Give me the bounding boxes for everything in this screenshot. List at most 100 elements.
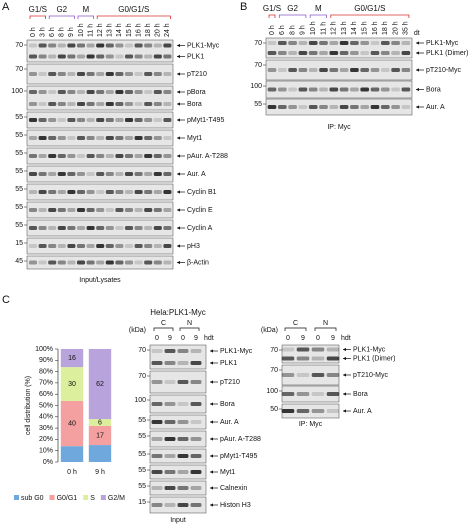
band [339, 41, 349, 45]
bar-segment [60, 446, 84, 462]
bar-segment [60, 400, 84, 447]
band [281, 347, 295, 352]
y-tick-label: 10% [39, 448, 53, 455]
band [144, 226, 153, 230]
band [298, 51, 308, 55]
kda-marker: 55 [138, 433, 146, 440]
band [115, 136, 124, 140]
timepoint: 11 h [320, 22, 327, 35]
legend-label: S [90, 495, 95, 502]
arrow-head [177, 90, 180, 94]
blot-footer: Input [170, 517, 186, 524]
band [86, 226, 95, 230]
timepoint: 9 [168, 335, 172, 342]
band [67, 102, 76, 106]
band [190, 349, 202, 353]
arrow-head [210, 470, 213, 474]
band [350, 105, 359, 109]
time-unit: hdt [341, 335, 351, 342]
y-tick-label: 40% [39, 414, 53, 421]
band [134, 118, 143, 122]
band [360, 87, 370, 92]
protein-label: PLK1-Myc [220, 348, 253, 355]
band [326, 373, 340, 377]
band [28, 72, 38, 76]
phase-label: M [82, 5, 89, 14]
band [28, 208, 38, 212]
timepoint: 13 h [341, 21, 348, 35]
data-label: 16 [68, 355, 76, 362]
blot [26, 183, 174, 201]
band [86, 102, 95, 106]
band [38, 208, 47, 212]
band [105, 118, 114, 122]
time-unit: hdt [204, 335, 214, 342]
band [144, 72, 153, 76]
blot [149, 344, 207, 370]
legend-label: G0/G1 [57, 495, 78, 502]
band [38, 43, 47, 48]
band [48, 118, 57, 122]
band [177, 402, 189, 406]
band [311, 356, 325, 361]
band [144, 118, 153, 122]
timepoint: 14 h [116, 23, 123, 37]
timepoint: 13 h [107, 23, 114, 37]
band [177, 420, 189, 424]
kda-marker: 70 [15, 42, 23, 49]
band [96, 226, 105, 230]
timepoint: 0 h [269, 25, 276, 35]
band [134, 102, 143, 106]
band [153, 260, 162, 265]
kda-marker: 70 [270, 367, 278, 374]
band [319, 105, 328, 109]
band [151, 454, 163, 458]
band [76, 90, 86, 94]
band [28, 136, 38, 140]
timepoint: 12 h [97, 23, 104, 37]
band [86, 118, 95, 122]
band [190, 454, 202, 458]
band [76, 172, 86, 176]
arrow-head [416, 41, 419, 45]
timepoint: 0 [286, 335, 290, 342]
kda-marker: 55 [138, 417, 146, 424]
band [115, 54, 124, 59]
arrow-head [177, 190, 180, 194]
protein-label: PLK1 [187, 53, 204, 60]
band [57, 154, 66, 158]
band [298, 105, 308, 109]
phase-bracket [96, 15, 171, 19]
protein-label: PLK1 (Dimer) [353, 355, 395, 362]
band [380, 105, 390, 109]
kda-marker: 70 [15, 66, 23, 73]
band [115, 43, 124, 48]
kda-marker: 70 [138, 373, 146, 380]
band [76, 102, 86, 106]
band [370, 51, 380, 55]
band [105, 244, 114, 248]
band [144, 43, 153, 48]
band [298, 87, 308, 92]
timepoint: 6 h [49, 27, 56, 37]
timepoint: 12 h [331, 21, 338, 35]
band [48, 190, 57, 194]
band [360, 41, 370, 45]
band [296, 356, 310, 361]
band [124, 208, 134, 212]
protein-label: pT210-Myc [426, 67, 462, 74]
band [190, 486, 202, 490]
band [96, 154, 105, 158]
arrow-head [177, 136, 180, 140]
blot [265, 98, 413, 116]
band [329, 105, 339, 109]
band [339, 51, 349, 55]
band [144, 54, 153, 59]
band [296, 392, 310, 396]
band [48, 260, 57, 265]
protein-label: pAur. A-T288 [220, 436, 261, 443]
phase-bracket [278, 14, 307, 18]
band [163, 136, 172, 140]
band [153, 72, 162, 76]
band [38, 90, 47, 94]
